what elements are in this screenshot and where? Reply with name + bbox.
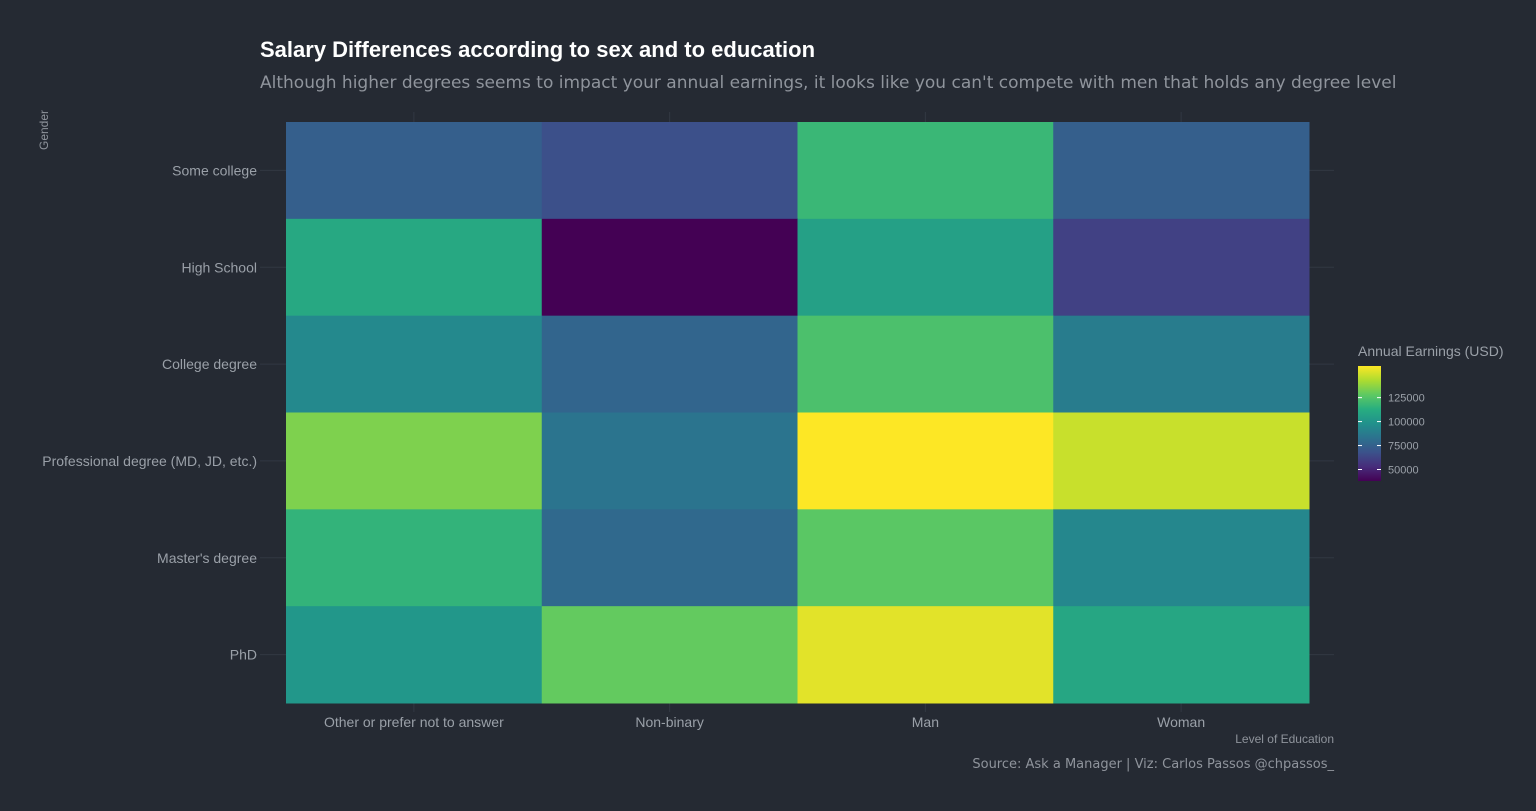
chart-caption: Source: Ask a Manager | Viz: Carlos Pass… [972, 757, 1334, 772]
y-axis-title: Gender [37, 110, 51, 150]
legend-tick-label: 100000 [1388, 417, 1425, 429]
legend-tick-label: 125000 [1388, 393, 1425, 405]
heatmap-cell [1053, 315, 1310, 413]
colorbar [1358, 366, 1381, 481]
chart-title: Salary Differences according to sex and … [260, 37, 815, 62]
heatmap-cell [1053, 122, 1310, 220]
heatmap-cell [797, 315, 1054, 413]
y-tick-label: Some college [172, 162, 257, 178]
y-tick-label: PhD [230, 647, 257, 663]
legend-ticks: 50000 75000 100000 125000 [1358, 393, 1425, 477]
x-axis-title: Level of Education [1235, 732, 1334, 746]
heatmap-cell [1053, 218, 1310, 317]
heatmap-cell [541, 218, 798, 317]
x-tick-label: Man [912, 714, 939, 730]
heatmap-cell [541, 509, 798, 607]
legend-tick-label: 75000 [1388, 441, 1419, 453]
y-tick-label: Professional degree (MD, JD, etc.) [42, 453, 257, 469]
heatmap-cell [286, 218, 543, 317]
heatmap-cell [286, 315, 543, 413]
heatmap-cell [541, 606, 798, 704]
legend-tick-label: 50000 [1388, 465, 1419, 477]
heatmap-cell [797, 412, 1054, 510]
heatmap-cell [797, 509, 1054, 607]
heatmap-cell [797, 218, 1054, 317]
x-tick-label: Woman [1157, 714, 1205, 730]
heatmap-cell [541, 315, 798, 413]
heatmap-cell [1053, 606, 1310, 704]
y-tick-label: College degree [162, 356, 257, 372]
heatmap-cell [286, 122, 543, 220]
legend-title: Annual Earnings (USD) [1358, 343, 1504, 359]
heatmap-cell [286, 412, 543, 510]
heatmap-cell [286, 606, 543, 704]
y-tick-labels: Some college High School College degree Pro… [42, 162, 257, 662]
heatmap-cell [797, 122, 1054, 220]
heatmap-cell [1053, 509, 1310, 607]
heatmap-cells [286, 122, 1310, 704]
y-tick-label: High School [182, 259, 258, 275]
x-tick-label: Non-binary [635, 714, 703, 730]
x-tick-labels: Other or prefer not to answer Non-binary M… [324, 714, 1205, 730]
heatmap-cell [286, 509, 543, 607]
heatmap-cell [1053, 412, 1310, 510]
chart-subtitle: Although higher degrees seems to impact … [260, 73, 1396, 93]
color-legend: Annual Earnings (USD) 50000 75000 100000 12… [1358, 343, 1504, 481]
heatmap-cell [541, 122, 798, 220]
y-tick-label: Master's degree [157, 550, 257, 566]
heatmap-cell [797, 606, 1054, 704]
x-tick-label: Other or prefer not to answer [324, 714, 504, 730]
heatmap-cell [541, 412, 798, 510]
